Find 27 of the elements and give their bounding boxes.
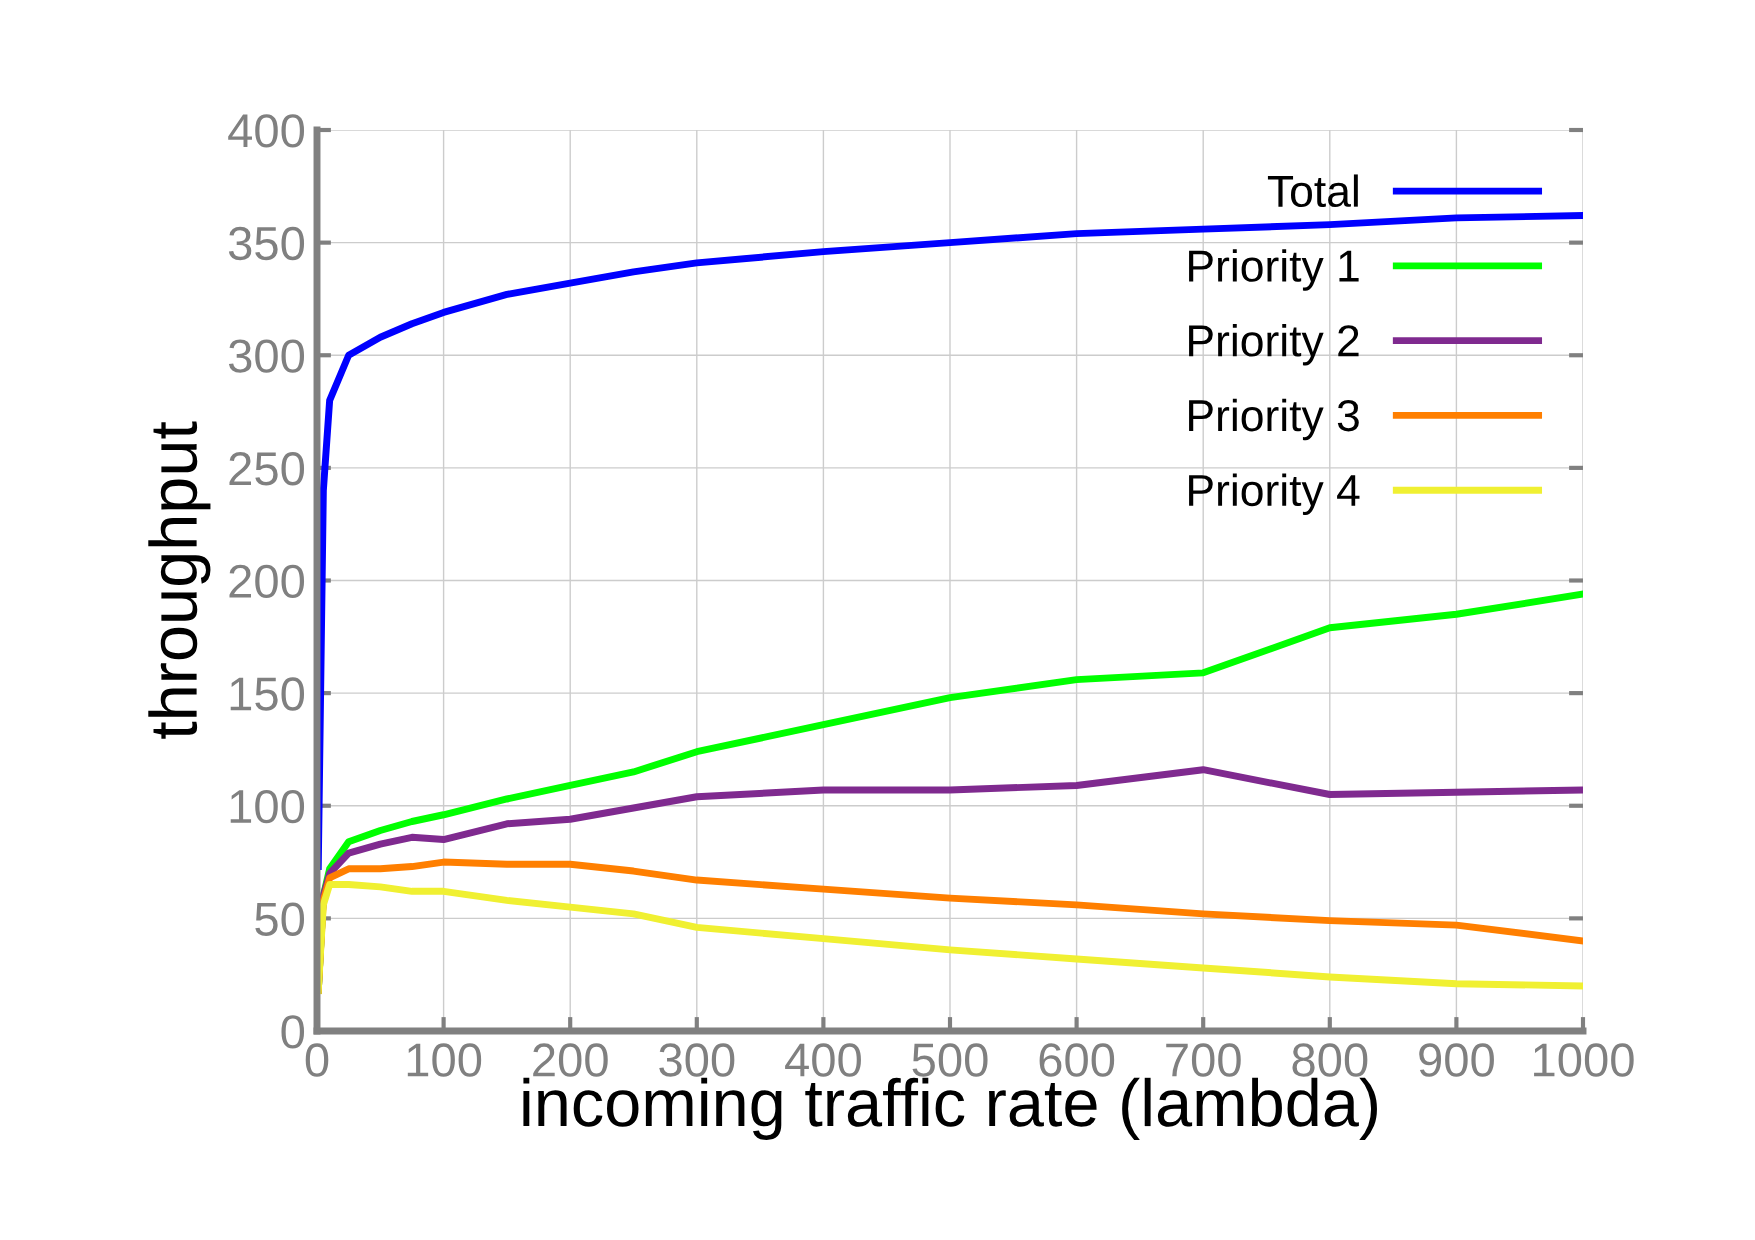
x-tick-label: 200	[533, 1043, 608, 1077]
x-tick-label: 0	[305, 1043, 329, 1077]
x-tick-label: 300	[659, 1043, 735, 1077]
y-tick-label: 50	[255, 902, 305, 936]
legend-label: Total	[1267, 174, 1358, 208]
x-tick-label: 700	[1166, 1043, 1241, 1077]
y-tick-label: 200	[229, 564, 305, 599]
y-tick-label: 250	[229, 452, 305, 486]
x-axis-title: incoming traffic rate (lambda)	[523, 1077, 1377, 1140]
legend-label: Priority 1	[1189, 249, 1359, 291]
y-tick-label: 400	[228, 114, 305, 148]
x-tick-label: 900	[1419, 1043, 1494, 1077]
x-tick-label: 800	[1292, 1043, 1368, 1077]
y-tick-label: 300	[228, 339, 305, 373]
legend-label: Priority 3	[1189, 398, 1359, 441]
y-axis-title: throughput	[148, 421, 211, 739]
x-tick-label: 400	[785, 1043, 861, 1077]
x-tick-label: 100	[407, 1043, 482, 1077]
x-tick-label: 1000	[1534, 1043, 1634, 1077]
y-tick-label: 150	[230, 677, 305, 711]
x-tick-label: 600	[1039, 1043, 1115, 1077]
y-tick-label: 350	[228, 226, 305, 261]
legend-label: Priority 4	[1189, 473, 1360, 515]
x-tick-label: 500	[912, 1043, 988, 1077]
y-tick-label: 0	[281, 1015, 305, 1049]
y-tick-label: 100	[230, 789, 305, 824]
legend-label: Priority 2	[1189, 323, 1359, 366]
